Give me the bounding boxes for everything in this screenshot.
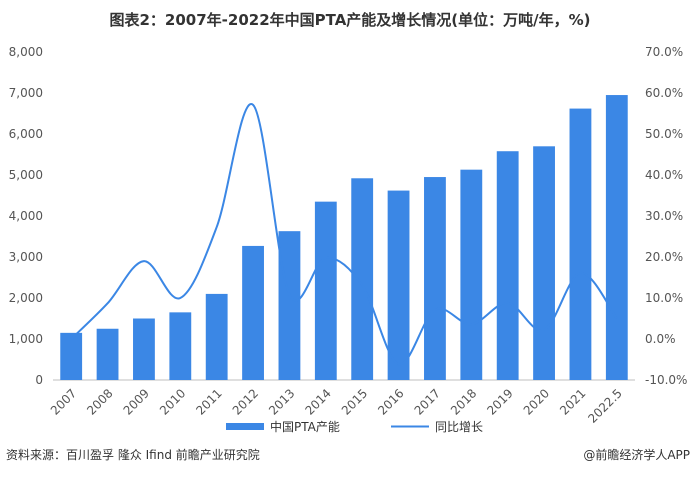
growth-line <box>70 103 618 366</box>
bar <box>605 95 628 381</box>
right-axis-tick: 40.0% <box>645 168 683 182</box>
bar <box>96 328 119 380</box>
chart-title: 图表2：2007年-2022年中国PTA产能及增长情况(单位：万吨/年，%) <box>109 11 591 29</box>
x-axis-tick: 2015 <box>339 386 370 417</box>
bar <box>242 245 264 380</box>
bar <box>169 312 192 380</box>
right-axis-tick: 60.0% <box>645 86 683 100</box>
left-axis-tick: 1,000 <box>9 332 43 346</box>
right-axis-tick: -10.0% <box>645 373 687 387</box>
bar <box>460 169 483 380</box>
left-axis-tick: 3,000 <box>9 250 43 264</box>
x-axis-tick: 2012 <box>230 386 261 417</box>
bar <box>60 332 83 380</box>
right-axis: -10.0% 0.0% 10.0% 20.0% 30.0% 40.0% 50.0% 60.0%… <box>645 45 687 387</box>
x-axis-tick: 2014 <box>302 386 333 417</box>
bar <box>351 178 374 380</box>
left-axis-tick: 8,000 <box>9 45 43 59</box>
credit-note: @前瞻经济学人APP <box>583 448 690 462</box>
x-axis-tick: 2016 <box>375 386 406 417</box>
right-axis-tick: 50.0% <box>645 127 683 141</box>
left-axis-tick: 6,000 <box>9 127 43 141</box>
x-axis-tick: 2009 <box>121 386 152 417</box>
x-axis-tick: 2010 <box>157 386 188 417</box>
left-axis-tick: 4,000 <box>9 209 43 223</box>
right-axis-tick: 10.0% <box>645 291 683 305</box>
left-axis-tick: 7,000 <box>9 86 43 100</box>
bar <box>133 318 155 380</box>
legend-bar-swatch <box>226 423 264 430</box>
legend: 中国PTA产能 同比增长 <box>226 419 483 434</box>
bar <box>314 201 337 380</box>
x-axis-tick: 2020 <box>521 386 552 417</box>
x-axis-tick: 2011 <box>193 386 224 417</box>
source-note: 资料来源：百川盈孚 隆众 Ifind 前瞻产业研究院 <box>6 448 260 462</box>
x-axis-tick: 2017 <box>412 386 443 417</box>
legend-bar-label: 中国PTA产能 <box>270 419 340 434</box>
bar <box>205 293 228 380</box>
x-axis-tick: 2013 <box>266 386 297 417</box>
x-axis-tick: 2021 <box>557 386 588 417</box>
left-axis-tick: 5,000 <box>9 168 43 182</box>
x-axis-tick: 2022.5 <box>585 386 625 426</box>
bar <box>424 177 446 380</box>
x-axis-tick: 2019 <box>484 386 515 417</box>
bar-series <box>60 95 628 381</box>
legend-line-label: 同比增长 <box>435 420 483 434</box>
bar <box>496 151 519 380</box>
bar <box>278 231 301 380</box>
x-axis-tick: 2007 <box>48 386 79 417</box>
right-axis-tick: 70.0% <box>645 45 683 59</box>
bar <box>533 146 555 380</box>
bar <box>387 190 410 380</box>
right-axis-tick: 20.0% <box>645 250 683 264</box>
bar <box>569 108 592 380</box>
x-axis-tick: 2018 <box>448 386 479 417</box>
left-axis-tick: 0 <box>35 373 43 387</box>
left-axis-tick: 2,000 <box>9 291 43 305</box>
x-axis-tick: 2008 <box>84 386 115 417</box>
right-axis-tick: 0.0% <box>645 332 676 346</box>
right-axis-tick: 30.0% <box>645 209 683 223</box>
left-axis: 0 1,000 2,000 3,000 4,000 5,000 6,000 7,000 8,00… <box>9 45 43 387</box>
